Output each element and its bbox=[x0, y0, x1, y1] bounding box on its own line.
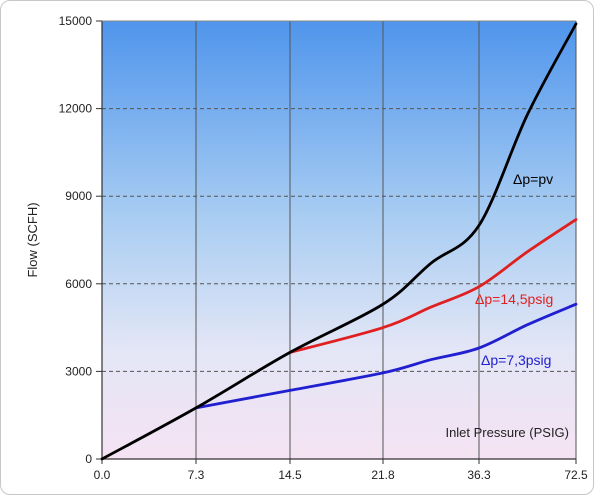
y-tick-label: 9000 bbox=[65, 189, 92, 203]
series-line-dp-14-5psig bbox=[288, 218, 578, 354]
series-line-dp-7-3psig bbox=[194, 302, 578, 410]
x-tick-label: 14.5 bbox=[278, 468, 302, 482]
axes bbox=[96, 20, 577, 464]
y-axis-label: Flow (SCFH) bbox=[25, 202, 40, 277]
y-tick-label: 15000 bbox=[59, 14, 93, 28]
series-label-dp-pv: Δp=pv bbox=[513, 171, 553, 187]
x-tick-label: 72.5 bbox=[564, 468, 588, 482]
series-labels: Δp=pv Δp=14,5psig Δp=7,3psig bbox=[475, 171, 553, 368]
plot-area bbox=[102, 21, 576, 459]
grid bbox=[102, 21, 577, 459]
x-axis-label: Inlet Pressure (PSIG) bbox=[445, 425, 569, 440]
y-tick-label: 12000 bbox=[59, 102, 93, 116]
series-lines bbox=[100, 22, 578, 461]
x-tick-label: 36.3 bbox=[467, 468, 491, 482]
y-tick-label: 3000 bbox=[65, 364, 92, 378]
y-tick-label: 6000 bbox=[65, 277, 92, 291]
tick-labels: 0 3000 6000 9000 12000 15000 0.0 7.3 14.5 21.8 36.… bbox=[59, 14, 588, 482]
x-tick-label: 0.0 bbox=[94, 468, 111, 482]
series-label-dp-14-5psig: Δp=14,5psig bbox=[475, 291, 553, 307]
series-label-dp-7-3psig: Δp=7,3psig bbox=[481, 352, 551, 368]
y-tick-label: 0 bbox=[85, 452, 92, 466]
series-line-dp-pv bbox=[100, 22, 578, 461]
x-tick-label: 7.3 bbox=[188, 468, 205, 482]
x-tick-label: 21.8 bbox=[371, 468, 395, 482]
